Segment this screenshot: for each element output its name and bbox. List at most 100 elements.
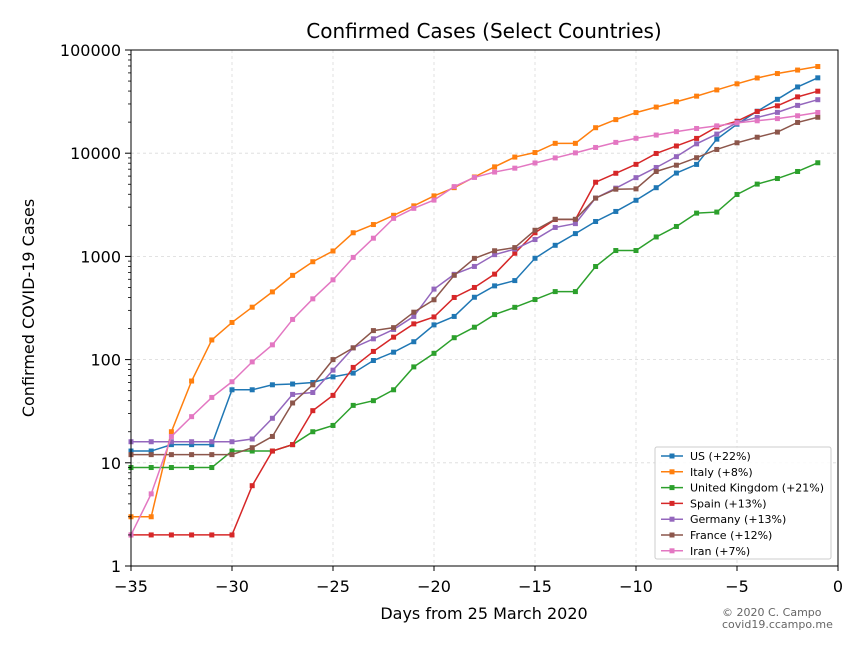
data-point [754,181,760,187]
data-point [229,319,235,325]
data-point [694,141,700,147]
legend-swatch-marker [669,532,675,538]
data-point [471,174,477,180]
axes: −35 −30 −25 −20 −15 −10 −5 0 1 10 100 1000 10000 1000… [60,41,843,596]
data-point [431,350,437,356]
data-point [411,309,417,315]
data-point [148,439,154,445]
data-point [229,439,235,445]
x-tick-label: −30 [215,577,249,596]
data-point [532,150,538,156]
data-point [492,169,498,175]
legend-swatch-marker [669,548,675,554]
data-point [613,139,619,145]
data-point [209,439,215,445]
data-point [532,255,538,261]
data-point [512,278,518,284]
data-point [350,402,356,408]
data-point [249,387,255,393]
data-point [734,191,740,197]
data-point [593,218,599,224]
data-point [269,289,275,295]
data-point [370,348,376,354]
y-axis-label: Confirmed COVID-19 Cases [19,199,38,417]
data-point [249,304,255,310]
data-point [391,349,397,355]
legend: US (+22%) Italy (+8%) United Kingdom (+21%… [654,446,832,560]
data-point [431,297,437,303]
data-point [310,296,316,302]
data-point [512,304,518,310]
data-point [694,125,700,131]
data-point [774,103,780,109]
data-point [552,242,558,248]
data-point [795,102,801,108]
data-point [189,414,195,420]
data-point [451,313,457,319]
data-point [774,109,780,115]
data-point [633,186,639,192]
data-point [572,221,578,227]
data-point [310,382,316,388]
data-point [391,334,397,340]
data-point [168,452,174,458]
data-point [229,532,235,538]
data-point [148,514,154,520]
data-point [714,136,720,142]
data-point [653,164,659,170]
data-point [229,387,235,393]
data-point [694,155,700,161]
data-point [209,337,215,343]
data-point [471,284,477,290]
data-point [269,415,275,421]
data-point [694,161,700,167]
legend-item: France (+12%) [661,529,772,542]
legend-label: US (+22%) [690,450,751,463]
data-point [734,81,740,87]
legend-swatch-marker [669,500,675,506]
data-point [249,436,255,442]
data-point [593,195,599,201]
data-point [774,71,780,77]
data-point [330,277,336,283]
data-point [391,212,397,218]
data-point [795,84,801,90]
data-point [229,379,235,385]
data-point [391,215,397,221]
data-point [431,286,437,292]
data-point [330,357,336,363]
y-tick-label: 10000 [70,144,121,163]
data-point [492,271,498,277]
data-point [471,294,477,300]
data-point [552,224,558,230]
data-point [290,442,296,448]
data-point [653,234,659,240]
plot-frame [130,49,839,567]
data-point [249,483,255,489]
data-point [290,391,296,397]
data-point [391,325,397,331]
data-point [148,491,154,497]
data-point [330,422,336,428]
data-point [774,129,780,135]
data-point [148,452,154,458]
data-point [613,186,619,192]
data-point [673,170,679,176]
data-point [754,114,760,120]
data-point [694,210,700,216]
legend-label: Germany (+13%) [690,513,786,526]
data-point [370,235,376,241]
data-point [532,160,538,166]
data-point [694,135,700,141]
data-point [492,312,498,318]
data-point [310,259,316,265]
data-point [209,452,215,458]
data-point [411,321,417,327]
data-point [189,452,195,458]
data-point [754,75,760,81]
data-point [209,394,215,400]
data-point [330,367,336,373]
data-point [532,297,538,303]
data-point [714,209,720,215]
data-point [330,248,336,254]
